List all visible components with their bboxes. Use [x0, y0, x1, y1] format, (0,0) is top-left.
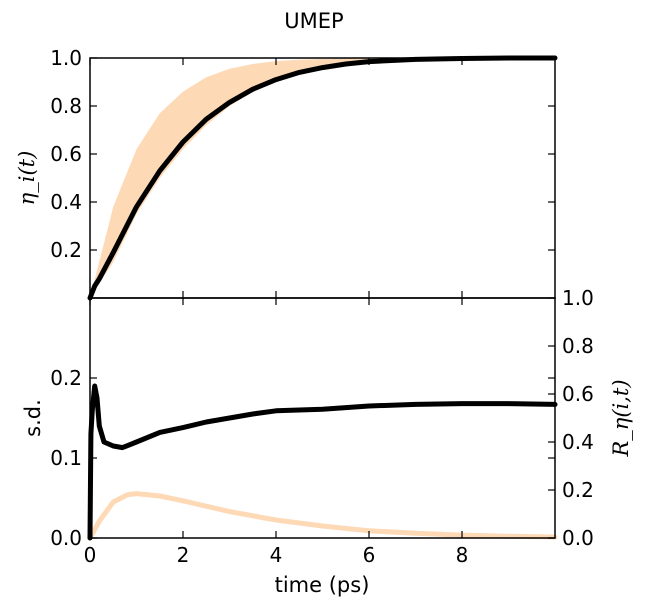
bottom-y-right-tick-label: 0.8 [562, 334, 594, 358]
bottom-y-tick-label: 0.1 [50, 446, 82, 470]
eta-band [90, 58, 555, 298]
bottom-x-ticks: 0 2 4 6 8 [84, 298, 469, 567]
top-x-ticks [89, 58, 463, 298]
top-panel: 0.2 0.4 0.6 0.8 1.0 η_i(t) [15, 46, 558, 301]
top-y-ticks: 0.2 0.4 0.6 0.8 1.0 [50, 46, 555, 262]
top-y-tick-label: 0.4 [50, 190, 82, 214]
bottom-right-y-axis-label: R_η(i,t) [609, 379, 633, 457]
bottom-x-tick-label: 0 [84, 543, 97, 567]
bottom-y-right-tick-label: 0.2 [562, 478, 594, 502]
bottom-x-tick-label: 4 [270, 543, 283, 567]
bottom-x-tick-label: 8 [456, 543, 469, 567]
bottom-x-tick-label: 6 [363, 543, 376, 567]
top-y-tick-label: 0.6 [50, 142, 82, 166]
bottom-left-y-ticks: 0.0 0.1 0.2 [50, 366, 555, 550]
bottom-y-right-tick-label: 1.0 [562, 286, 594, 310]
bottom-y-right-tick-label: 0.6 [562, 382, 594, 406]
chart-title: UMEP [284, 9, 343, 33]
eta-mean-line [87, 55, 558, 301]
bottom-y-tick-label: 0.2 [50, 366, 82, 390]
bottom-x-tick-label: 2 [177, 543, 190, 567]
bottom-y-axis-label: s.d. [21, 399, 45, 437]
bottom-y-tick-label: 0.0 [50, 526, 82, 550]
r-eta-line [87, 491, 558, 541]
bottom-y-right-tick-label: 0.0 [562, 526, 594, 550]
x-axis-label: time (ps) [275, 573, 370, 597]
sd-line [87, 383, 558, 541]
top-y-tick-label: 0.2 [50, 238, 82, 262]
top-y-tick-label: 0.8 [50, 94, 82, 118]
top-y-tick-label: 1.0 [50, 46, 82, 70]
top-y-axis-label: η_i(t) [15, 151, 39, 206]
bottom-frame [89, 297, 556, 539]
bottom-y-right-tick-label: 0.4 [562, 430, 594, 454]
bottom-right-y-ticks: 0.0 0.2 0.4 0.6 0.8 1.0 [548, 286, 594, 550]
